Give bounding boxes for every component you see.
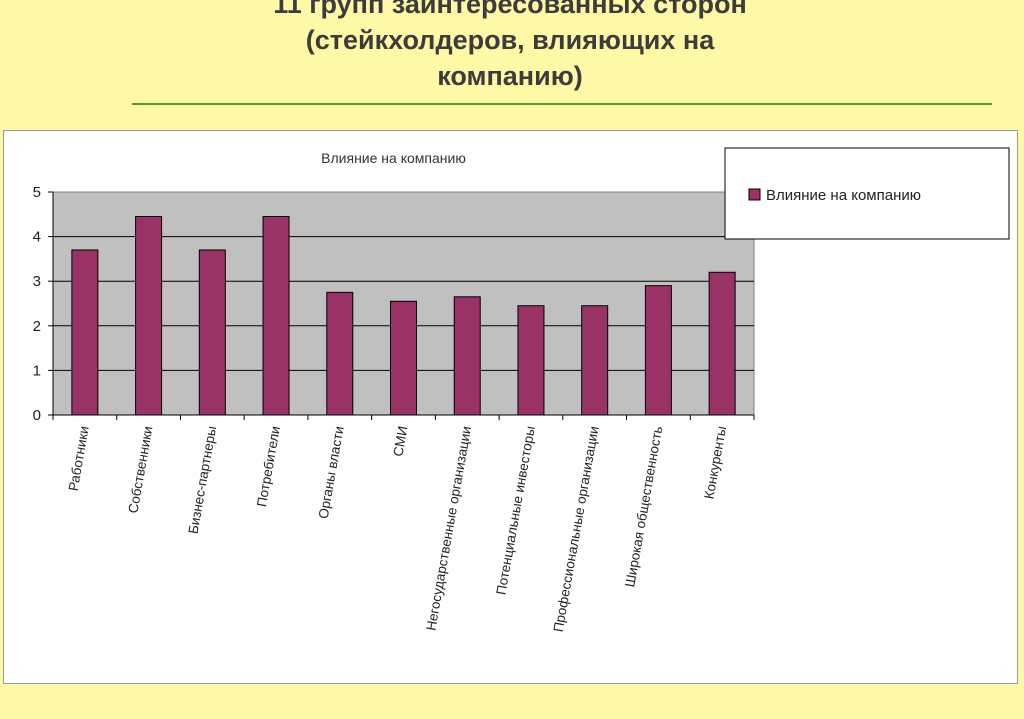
bar <box>581 305 609 416</box>
x-category-label: Бизнес-партнеры <box>186 425 220 535</box>
bar <box>262 216 290 416</box>
bar <box>644 285 672 416</box>
bar <box>135 216 163 416</box>
legend-swatch <box>748 188 761 201</box>
chart-title: Влияние на компанию <box>321 150 466 166</box>
y-tick-label: 1 <box>33 362 41 379</box>
x-category-label: Профессиональные организации <box>551 425 602 633</box>
bar <box>326 291 354 416</box>
x-category-label: Потенциальные инвесторы <box>493 425 537 596</box>
y-tick-label: 4 <box>33 229 41 246</box>
y-tick-label: 0 <box>33 407 41 424</box>
bar <box>517 305 545 416</box>
legend-label: Влияние на компанию <box>766 187 921 204</box>
slide-title-line-2: (стейкхолдеров, влияющих на <box>305 25 715 55</box>
x-category-label: СМИ <box>390 425 410 458</box>
bar-chart: Влияние на компанию 0 1 2 3 4 5 Работники Собств… <box>33 147 1010 633</box>
x-category-label: Собственники <box>125 425 155 514</box>
bar <box>390 300 417 416</box>
x-category-label: Органы власти <box>316 425 347 520</box>
y-tick-label: 5 <box>33 184 41 201</box>
slide-title: 11 групп заинтересованных сторон (стейкх… <box>180 0 840 94</box>
bar <box>453 296 481 416</box>
x-category-label: Негосударственные организации <box>423 425 474 632</box>
title-underline <box>132 103 992 105</box>
slide-title-line-1: 11 групп заинтересованных сторон <box>273 0 747 19</box>
x-category-label: Конкуренты <box>701 425 729 500</box>
bar <box>708 271 736 416</box>
bar <box>198 249 226 416</box>
x-category-label: Широкая общественность <box>622 425 665 588</box>
x-category-label: Работники <box>66 425 92 492</box>
y-tick-label: 2 <box>33 318 41 335</box>
chart-frame: Влияние на компанию 0 1 2 3 4 5 Работники Собств… <box>3 130 1018 684</box>
legend-box <box>724 147 1010 240</box>
x-category-label: Потребители <box>254 425 283 508</box>
y-tick-label: 3 <box>33 273 41 290</box>
bar <box>71 249 99 416</box>
slide-title-line-3: компанию) <box>437 61 583 91</box>
